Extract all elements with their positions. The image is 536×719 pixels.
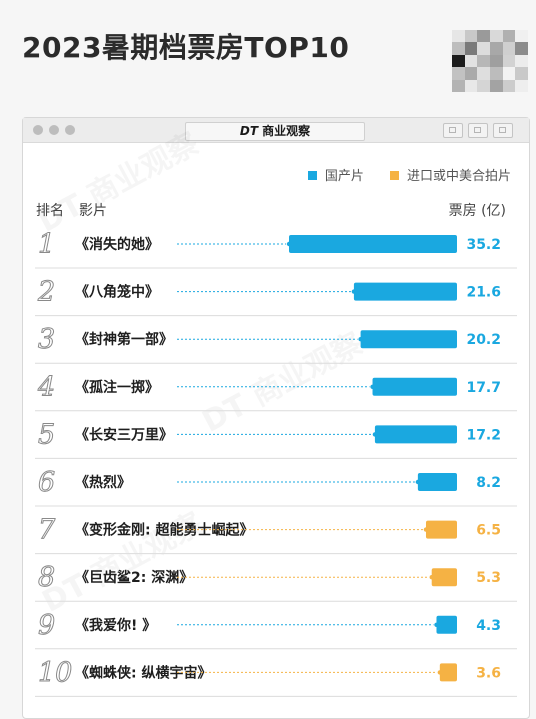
value-label: 5.3 xyxy=(476,570,501,586)
film-name: 《变形金刚: 超能勇士崛起》 xyxy=(75,522,253,539)
film-name: 《消失的她》 xyxy=(75,236,159,253)
window-close-icon[interactable] xyxy=(33,125,43,135)
film-name: 《孤注一掷》 xyxy=(75,379,159,396)
legend-swatch-domestic xyxy=(307,171,317,180)
rank-number: 2 xyxy=(37,277,55,308)
value-label: 6.5 xyxy=(476,523,501,539)
legend: 国产片 进口或中美合拍片 xyxy=(286,165,511,184)
brand-name: 商业观察 xyxy=(262,124,311,138)
qr-code xyxy=(452,30,528,92)
window-minimize-icon[interactable] xyxy=(49,125,59,135)
header-rank: 排名 xyxy=(36,203,64,219)
rank-number: 7 xyxy=(38,515,56,546)
film-name: 《巨齿鲨2: 深渊》 xyxy=(75,569,193,586)
film-name: 《我爱你! 》 xyxy=(75,617,156,634)
film-name: 《封神第一部》 xyxy=(75,331,173,348)
legend-item-domestic: 国产片 xyxy=(307,165,364,184)
bar xyxy=(425,520,457,539)
window-titlebar: DT 商业观察 xyxy=(23,118,529,143)
bar xyxy=(374,425,457,444)
bar xyxy=(436,615,457,634)
page-title: 2023暑期档票房TOP10 xyxy=(22,31,350,64)
header-film: 影片 xyxy=(79,203,107,219)
rank-number: 9 xyxy=(38,610,55,641)
value-label: 35.2 xyxy=(466,237,501,253)
legend-label-imported: 进口或中美合拍片 xyxy=(406,169,511,184)
film-name: 《热烈》 xyxy=(75,474,131,491)
legend-label-domestic: 国产片 xyxy=(324,169,364,184)
rank-number: 4 xyxy=(37,372,55,403)
value-label: 21.6 xyxy=(466,285,501,301)
window-tab: DT 商业观察 xyxy=(185,122,365,141)
legend-item-imported: 进口或中美合拍片 xyxy=(389,165,511,184)
toolbar-button-2[interactable] xyxy=(468,123,488,138)
bar xyxy=(439,663,457,682)
film-name: 《蜘蛛侠: 纵横宇宙》 xyxy=(75,664,211,681)
film-name: 《八角笼中》 xyxy=(75,284,159,301)
chart-plot: 1 《消失的她》 35.2 2 《八角笼中》 21.6 3 《封神第一部》 20.2 4 《孤注一掷… xyxy=(35,229,517,697)
value-label: 20.2 xyxy=(466,332,501,348)
value-label: 3.6 xyxy=(476,665,501,681)
bar xyxy=(353,282,457,301)
bar xyxy=(372,377,457,396)
brand-logo: DT xyxy=(239,124,259,138)
rank-number: 1 xyxy=(38,229,55,260)
film-name: 《长安三万里》 xyxy=(75,426,173,443)
bar xyxy=(417,473,457,491)
value-label: 4.3 xyxy=(476,618,501,634)
value-label: 17.2 xyxy=(466,427,501,443)
rank-number: 8 xyxy=(38,562,55,593)
header-value: 票房 (亿) xyxy=(448,203,506,219)
rank-number: 3 xyxy=(38,324,55,355)
bar xyxy=(360,330,457,349)
rank-number: 6 xyxy=(38,467,55,498)
rank-number: 10 xyxy=(38,657,72,688)
toolbar-button-3[interactable] xyxy=(493,123,513,138)
value-label: 8.2 xyxy=(476,475,501,491)
legend-swatch-imported xyxy=(389,171,399,180)
rank-number: 5 xyxy=(38,419,55,450)
value-label: 17.7 xyxy=(466,380,501,396)
toolbar-button-1[interactable] xyxy=(443,123,463,138)
bar xyxy=(289,235,457,253)
bar xyxy=(431,568,457,587)
window-maximize-icon[interactable] xyxy=(65,125,75,135)
